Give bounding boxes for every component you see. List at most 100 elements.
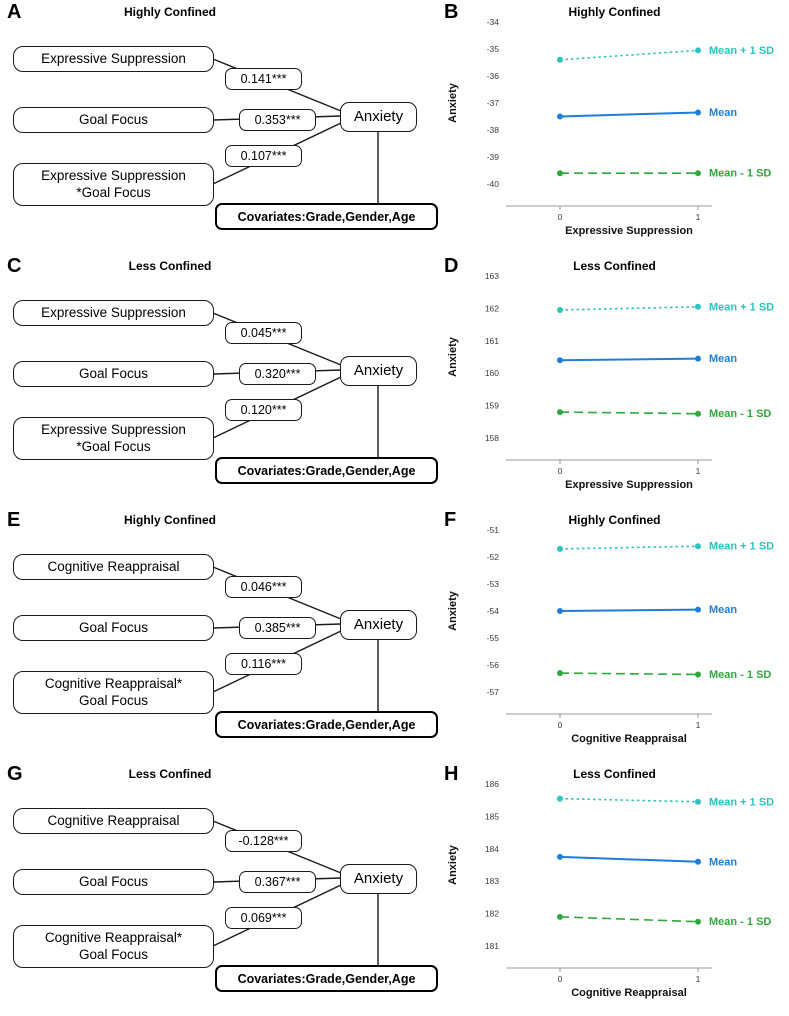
y-tick-label: 162 — [485, 303, 499, 313]
diagram-title: Less Confined — [128, 259, 212, 273]
panel-f-line-chart: F Highly Confined -51 -52 -53 -54 -55 -56 -57 0… — [440, 508, 789, 762]
series-line — [559, 797, 699, 803]
x-tick-label: 0 — [558, 212, 563, 222]
y-tick-label: -40 — [487, 179, 500, 189]
y-tick-label: 185 — [485, 811, 499, 821]
y-tick-label: -36 — [487, 71, 500, 81]
data-point — [557, 853, 563, 860]
series-label: Mean - 1 SD — [709, 916, 771, 928]
series-line — [559, 305, 699, 311]
diagram-title: Highly Confined — [124, 513, 216, 527]
predictor-box-1: Cognitive Reappraisal — [13, 554, 214, 580]
data-point — [557, 409, 563, 416]
y-tick-label: 158 — [485, 433, 499, 443]
y-tick-label: 182 — [485, 909, 499, 919]
x-axis-title: Cognitive Reappraisal — [571, 987, 687, 999]
panel-letter: G — [7, 763, 23, 785]
x-tick-label: 1 — [696, 466, 701, 476]
panel-letter: A — [7, 1, 22, 23]
figure-row-1: A Highly Confined Expressive Suppression… — [0, 0, 789, 254]
coefficient-label-3: 0.069*** — [225, 907, 302, 929]
data-point — [557, 545, 563, 552]
predictor-box-1: Expressive Suppression — [13, 46, 214, 72]
diagram-title: Highly Confined — [124, 5, 216, 19]
data-point — [695, 858, 701, 865]
y-axis-title: Anxiety — [447, 336, 459, 377]
series-label: Mean — [709, 604, 737, 616]
y-tick-label: 183 — [485, 876, 499, 886]
panel-c-path-diagram: C Less Confined Expressive Suppression G… — [0, 254, 440, 508]
data-point — [695, 543, 701, 550]
panel-letter: B — [444, 1, 459, 23]
series-line — [559, 855, 699, 863]
figure-row-3: E Highly Confined Cognitive Reappraisal … — [0, 508, 789, 762]
interaction-box: Cognitive Reappraisal* Goal Focus — [13, 671, 214, 714]
chart-title: Highly Confined — [568, 5, 661, 19]
interaction-line-2: *Goal Focus — [76, 184, 151, 200]
panel-d-line-chart: D Less Confined 163 162 161 160 159 158 0 1 Expr… — [440, 254, 789, 508]
data-point — [695, 303, 701, 310]
series-label: Mean - 1 SD — [709, 168, 771, 180]
interaction-box: Expressive Suppression *Goal Focus — [13, 417, 214, 460]
chart-title: Highly Confined — [568, 513, 661, 527]
x-tick-label: 0 — [558, 974, 563, 984]
interaction-line-1: Cognitive Reappraisal* — [44, 675, 183, 691]
predictor-box-2: Goal Focus — [13, 361, 214, 387]
x-tick-label: 1 — [696, 212, 701, 222]
coefficient-label-2: 0.367*** — [239, 871, 316, 893]
outcome-box: Anxiety — [340, 864, 417, 894]
covariates-box: Covariates:Grade,Gender,Age — [215, 457, 438, 484]
panel-a-path-diagram: A Highly Confined Expressive Suppression… — [0, 0, 440, 254]
data-point — [557, 670, 563, 677]
predictor-box-2: Goal Focus — [13, 869, 214, 895]
series-line — [559, 111, 699, 118]
covariates-box: Covariates:Grade,Gender,Age — [215, 711, 438, 738]
series-line — [559, 545, 699, 550]
chart-title: Less Confined — [573, 767, 656, 781]
data-point — [695, 47, 701, 54]
data-point — [695, 671, 701, 678]
series-line — [559, 411, 699, 415]
x-axis-title: Expressive Suppression — [565, 225, 693, 237]
series-label: Mean — [709, 107, 737, 119]
coefficient-label-1: -0.128*** — [225, 830, 302, 852]
y-tick-label: 160 — [485, 368, 499, 378]
data-point — [695, 170, 701, 177]
panel-b-line-chart: B Highly Confined -34 -35 -36 -37 -38 -39 -40 0… — [440, 0, 789, 254]
interaction-box: Expressive Suppression *Goal Focus — [13, 163, 214, 206]
y-tick-label: 186 — [485, 779, 499, 789]
y-tick-label: -52 — [487, 552, 500, 562]
panel-h-line-chart: H Less Confined 186 185 184 183 182 181 0 1 Cogn… — [440, 762, 789, 1016]
series-line — [559, 357, 699, 362]
covariates-box: Covariates:Grade,Gender,Age — [215, 203, 438, 230]
y-tick-label: 161 — [485, 336, 499, 346]
data-point — [557, 913, 563, 920]
x-tick-label: 1 — [696, 720, 701, 730]
data-point — [557, 56, 563, 63]
data-point — [557, 170, 563, 177]
diagram-title: Less Confined — [128, 767, 212, 781]
data-point — [695, 606, 701, 613]
series-label: Mean - 1 SD — [709, 669, 771, 681]
figure-row-2: C Less Confined Expressive Suppression G… — [0, 254, 789, 508]
interaction-line-1: Cognitive Reappraisal* — [44, 929, 183, 945]
data-point — [557, 795, 563, 802]
figure-row-4: G Less Confined Cognitive Reappraisal Go… — [0, 762, 789, 1016]
predictor-box-1: Cognitive Reappraisal — [13, 808, 214, 834]
y-tick-label: -34 — [487, 17, 500, 27]
series-label: Mean + 1 SD — [709, 541, 774, 553]
y-tick-label: -39 — [487, 152, 500, 162]
line-plot: 186 185 184 183 182 181 0 1 Cognitive Reappraisa… — [447, 779, 774, 999]
panel-letter: D — [444, 255, 459, 277]
interaction-line-2: Goal Focus — [78, 946, 149, 962]
y-tick-label: -51 — [487, 525, 500, 535]
interaction-line-1: Expressive Suppression — [41, 421, 186, 437]
series-label: Mean — [709, 353, 737, 365]
y-axis-title: Anxiety — [447, 82, 459, 123]
predictor-box-2: Goal Focus — [13, 107, 214, 133]
x-tick-label: 0 — [558, 720, 563, 730]
coefficient-label-1: 0.046*** — [225, 576, 302, 598]
coefficient-label-1: 0.141*** — [225, 68, 302, 90]
